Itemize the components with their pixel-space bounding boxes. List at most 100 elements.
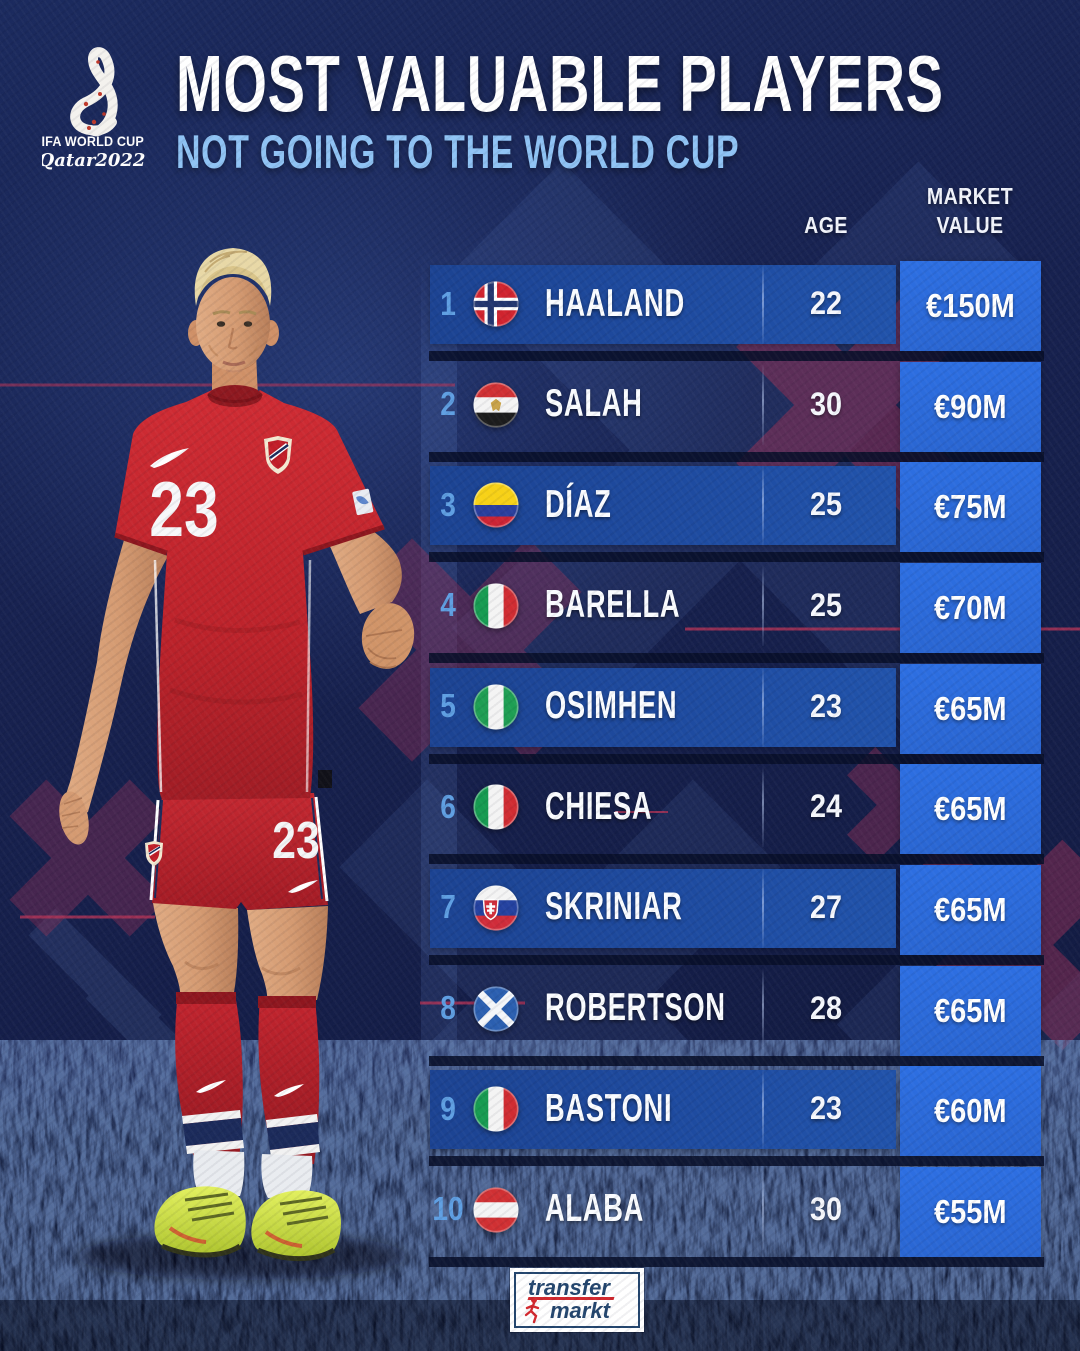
row-separator	[429, 1156, 1044, 1167]
player-age: 27	[809, 888, 843, 925]
player-age: 30	[809, 385, 843, 422]
rank-number: 1	[440, 284, 456, 322]
market-value: €75M	[934, 488, 1007, 526]
qatar-2022-emblem-icon	[70, 47, 118, 137]
column-header-age: AGE	[804, 212, 848, 238]
market-value: €55M	[934, 1192, 1007, 1230]
page-title: MOST VALUABLE PLAYERS	[176, 39, 944, 128]
egypt-flag-icon	[473, 382, 519, 428]
column-divider	[762, 363, 764, 445]
italy-flag-icon	[473, 583, 519, 629]
market-value-cell: €70M	[900, 562, 1041, 653]
market-value: €65M	[934, 890, 1007, 928]
table-row: 4 BARELLA 25 €70M	[0, 555, 1080, 663]
player-age: 30	[809, 1190, 843, 1227]
market-value: €70M	[934, 588, 1007, 626]
table-row: 7 SKRINIAR 27 €65M	[0, 857, 1080, 965]
market-value-cell: €60M	[900, 1066, 1041, 1157]
row-separator	[429, 552, 1044, 563]
page-subtitle: NOT GOING TO THE WORLD CUP	[176, 125, 740, 178]
player-name: CHIESA	[545, 784, 653, 828]
player-age: 25	[809, 586, 843, 623]
market-value-cell: €65M	[900, 663, 1041, 754]
column-divider	[762, 1168, 764, 1250]
player-name: ROBERTSON	[545, 986, 726, 1030]
player-name: BARELLA	[545, 583, 681, 627]
player-age: 23	[809, 687, 843, 724]
table-row: 1 HAALAND 22 €150M	[0, 253, 1080, 361]
colombia-flag-icon	[473, 482, 519, 528]
player-age: 23	[809, 1090, 843, 1127]
column-divider	[762, 967, 764, 1049]
rank-number: 3	[440, 485, 456, 523]
player-name: BASTONI	[545, 1086, 673, 1130]
player-name: DÍAZ	[545, 482, 612, 526]
column-divider	[762, 766, 764, 848]
row-separator	[429, 351, 1044, 361]
austria-flag-icon	[473, 1187, 519, 1233]
player-name: HAALAND	[545, 281, 685, 325]
table-row: 6 CHIESA 24 €65M	[0, 756, 1080, 865]
table-row: 2 SALAH 30 €90M	[0, 354, 1080, 462]
player-age: 22	[809, 285, 843, 321]
row-separator	[429, 1256, 1044, 1267]
player-name: ALABA	[545, 1187, 645, 1231]
player-age: 28	[809, 989, 843, 1026]
table-row: 10 ALABA 30 €55M	[0, 1159, 1080, 1267]
transfermarkt-logo-inner: transfer markt	[516, 1274, 638, 1326]
market-value-cell: €65M	[900, 864, 1041, 955]
table-row: 9 BASTONI 23 €60M	[0, 1058, 1080, 1167]
rank-number: 4	[440, 586, 456, 624]
rank-number: 2	[440, 385, 456, 423]
market-value: €60M	[934, 1092, 1007, 1130]
nigeria-flag-icon	[473, 684, 519, 730]
transfermarkt-logo: transfer markt	[510, 1268, 644, 1332]
player-name: OSIMHEN	[545, 684, 678, 728]
column-divider	[762, 464, 764, 546]
market-value-cell: €75M	[900, 462, 1041, 553]
table-rows: 1 HAALAND 22 €150M 2 SALAH 30 €90M 3 DÍAZ 25 €75…	[0, 253, 1080, 1267]
player-name: SALAH	[545, 382, 643, 426]
player-name: SKRINIAR	[545, 885, 683, 929]
market-value: €150M	[926, 287, 1015, 324]
italy-flag-icon	[473, 784, 519, 830]
scotland-flag-icon	[473, 985, 519, 1032]
column-divider	[762, 665, 764, 747]
row-separator	[429, 652, 1044, 663]
column-header-market-value: MARKET VALUE	[926, 183, 1014, 238]
market-value: €65M	[934, 991, 1007, 1029]
rank-number: 9	[440, 1089, 456, 1127]
brand-word-transfer: transfer	[528, 1275, 610, 1300]
table-row: 8 ROBERTSON 28 €65M	[0, 958, 1080, 1066]
fifa-wordmark: FIFA WORLD CUP	[42, 133, 144, 149]
market-value: €65M	[934, 689, 1007, 727]
fifa-world-cup-logo: FIFA WORLD CUP Qatar2022	[42, 47, 145, 171]
column-divider	[762, 564, 764, 646]
rank-number: 7	[440, 888, 456, 926]
market-value-cell: €65M	[900, 764, 1041, 855]
slovakia-flag-icon	[473, 885, 519, 931]
column-divider	[762, 263, 764, 344]
norway-flag-icon	[473, 281, 519, 327]
qatar-2022-wordmark: Qatar2022	[42, 150, 145, 171]
market-value-cell: €55M	[900, 1166, 1041, 1257]
player-age: 24	[809, 788, 843, 825]
table-row: 3 DÍAZ 25 €75M	[0, 454, 1080, 563]
row-separator	[429, 954, 1044, 965]
row-separator	[429, 1055, 1044, 1066]
brand-word-markt: markt	[550, 1298, 610, 1323]
player-age: 25	[809, 486, 843, 523]
row-separator	[429, 753, 1044, 764]
row-separator	[429, 854, 1044, 865]
rank-number: 8	[440, 989, 456, 1027]
table-row: 5 OSIMHEN 23 €65M	[0, 656, 1080, 764]
column-divider	[762, 1068, 764, 1150]
market-value-cell: €65M	[900, 965, 1041, 1056]
footballer-icon	[524, 1297, 540, 1324]
market-value: €65M	[934, 790, 1007, 828]
row-separator	[429, 451, 1044, 462]
rank-number: 10	[432, 1190, 464, 1228]
market-value: €90M	[934, 387, 1007, 425]
rank-number: 6	[440, 787, 456, 825]
